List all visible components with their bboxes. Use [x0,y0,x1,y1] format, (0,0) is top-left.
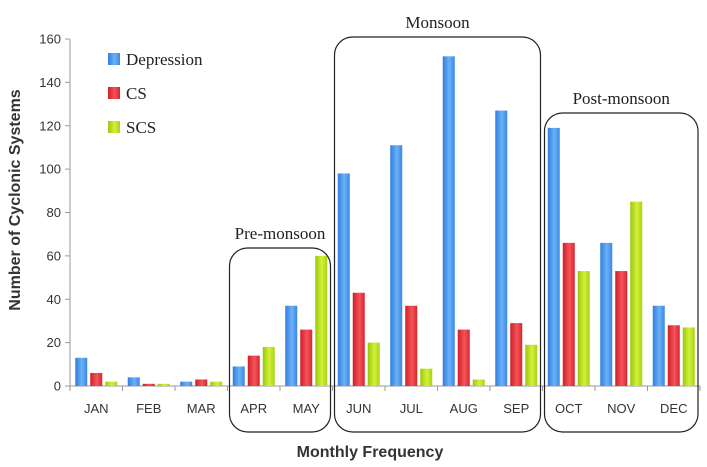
bar-depression-jul [390,145,403,386]
x-tick-label: JAN [84,401,109,416]
bar-scs-aug [472,379,485,386]
bar-depression-dec [652,305,665,386]
y-tick-label: 100 [39,162,61,177]
y-tick-label: 0 [54,379,61,394]
bar-cs-aug [457,329,470,386]
x-tick-label: OCT [555,401,583,416]
bar-cs-jan [90,372,103,386]
y-tick-label: 140 [39,75,61,90]
x-axis: JAN FEB MAR APR MAY JUN JUL AUG SEP OCT NOV DEC [69,385,701,416]
season-label-pre-monsoon: Pre-monsoon [235,224,326,243]
bar-scs-mar [210,381,223,386]
bar-cs-feb [142,383,155,386]
legend-label-cs: CS [126,84,147,103]
x-tick-label: NOV [607,401,636,416]
x-tick-label: DEC [660,401,687,416]
bar-depression-aug [442,56,455,386]
x-tick-label: SEP [503,401,529,416]
bar-cs-dec [667,325,680,386]
bar-cs-sep [510,323,523,386]
bar-scs-jul [420,368,433,386]
bar-cs-mar [195,379,208,386]
bar-cs-nov [615,271,628,386]
bar-depression-nov [600,242,613,386]
season-label-monsoon: Monsoon [405,13,470,32]
season-box-monsoon [333,36,542,433]
bar-cs-jul [405,305,418,386]
x-tick-label: MAY [293,401,321,416]
y-tick-label: 60 [47,248,61,263]
y-tick-label: 120 [39,118,61,133]
y-tick-label: 80 [47,205,61,220]
bar-scs-jun [367,342,380,386]
bar-depression-sep [495,110,508,386]
y-tick-label: 40 [47,292,61,307]
legend-label-scs: SCS [126,118,156,137]
x-tick-label: JUL [400,401,423,416]
legend-swatch-scs [108,121,120,133]
legend-swatch-depression [108,53,120,65]
y-axis-title: Number of Cyclonic Systems [7,89,24,311]
x-tick-label: FEB [136,401,161,416]
x-tick-label: AUG [450,401,478,416]
season-label-post-monsoon: Post-monsoon [573,89,671,108]
bar-scs-oct [577,271,590,386]
bar-scs-nov [630,201,643,386]
season-box-pre-monsoon [228,247,332,433]
x-tick-label: APR [240,401,267,416]
bar-cs-apr [247,355,260,386]
season-box-post-monsoon [543,112,699,433]
x-tick-label: MAR [187,401,216,416]
x-ticks: JAN FEB MAR APR MAY JUN JUL AUG SEP OCT NOV DEC [69,386,701,416]
y-tick-label: 20 [47,335,61,350]
bar-depression-jun [337,173,350,386]
bar-depression-feb [127,377,140,386]
bars [75,56,695,386]
bar-cs-may [300,329,313,386]
legend-label-depression: Depression [126,50,203,69]
legend: Depression CS SCS [108,50,203,137]
y-axis: 0 20 40 60 80 100 120 140 160 [39,32,71,394]
y-tick-label: 160 [39,32,61,47]
bar-scs-jan [105,381,118,386]
bar-scs-sep [525,344,538,386]
bar-cs-jun [352,292,365,386]
bar-depression-may [285,305,298,386]
season-boxes: Pre-monsoon Monsoon Post-monsoon [228,13,699,433]
bar-scs-dec [682,327,695,386]
x-tick-label: JUN [346,401,371,416]
bar-scs-apr [262,346,275,386]
bar-depression-oct [547,127,560,386]
legend-swatch-cs [108,87,120,99]
x-axis-title: Monthly Frequency [297,444,444,461]
bar-scs-may [315,255,328,386]
y-ticks: 0 20 40 60 80 100 120 140 160 [39,32,70,394]
bar-depression-apr [232,366,245,386]
bar-cs-oct [562,242,575,386]
bar-scs-feb [157,383,170,386]
bar-depression-jan [75,357,88,386]
bar-depression-mar [180,381,193,386]
